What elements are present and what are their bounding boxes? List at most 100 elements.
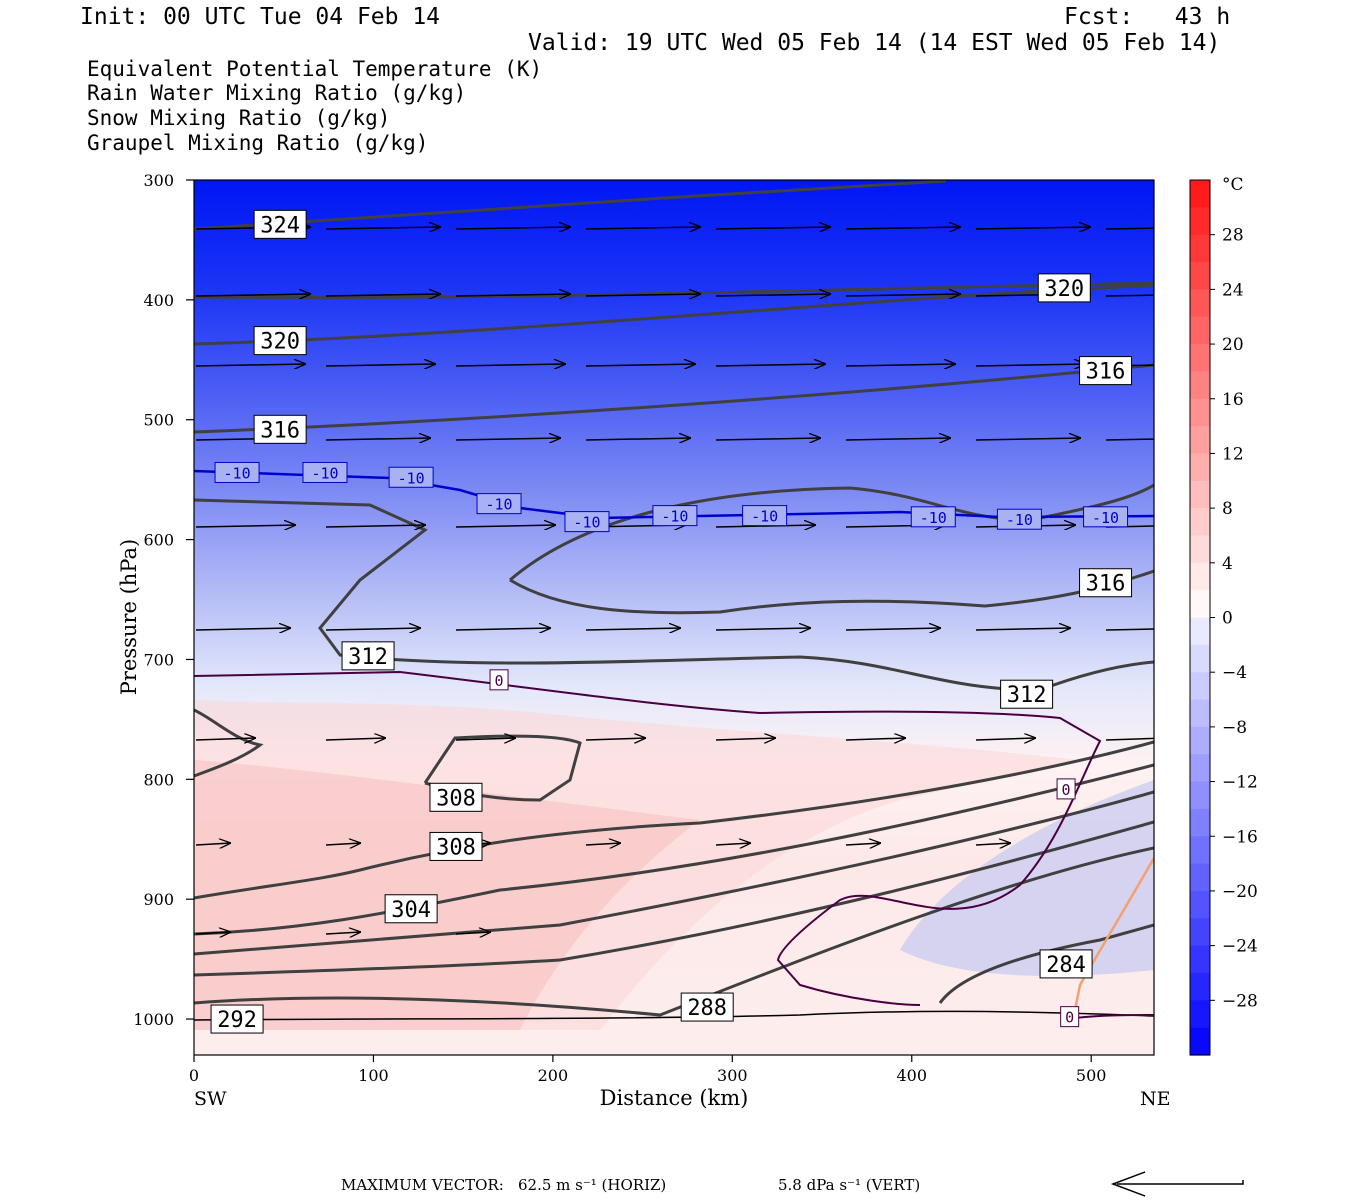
colorbar-swatch (1190, 836, 1210, 865)
colorbar-swatch (1190, 1027, 1210, 1056)
colorbar-swatch (1190, 808, 1210, 837)
theta-e-label: 316 (1086, 572, 1126, 597)
legend-rain: Rain Water Mixing Ratio (g/kg) (87, 81, 467, 105)
colorbar-tick-label: 8 (1222, 499, 1233, 519)
colorbar-tick-label: 0 (1222, 609, 1233, 629)
colorbar-swatch (1190, 672, 1210, 701)
y-tick-label: 600 (143, 531, 174, 550)
colorbar-swatch (1190, 344, 1210, 373)
isotherm-label-box (489, 669, 509, 691)
wind-arrow (195, 843, 231, 845)
surface-line (194, 1010, 1154, 1021)
wind-arrow (455, 525, 556, 527)
theta-e-contours (194, 180, 1154, 1017)
colorbar-swatch (1190, 562, 1210, 591)
wind-arrow (715, 738, 776, 740)
colorbar-tick-label: −16 (1222, 827, 1258, 847)
wind-arrow (845, 843, 881, 845)
x-tick-label: 500 (1076, 1066, 1107, 1085)
colorbar-tick-label: 20 (1222, 335, 1244, 355)
x-axis-label: Distance (km) (600, 1086, 749, 1110)
theta-e-label: 312 (348, 645, 388, 670)
wind-arrow (325, 525, 426, 527)
isotherm-label: -10 (224, 464, 251, 482)
theta-e-label-box (1037, 273, 1091, 303)
theta-e-label-box (429, 831, 483, 861)
isotherm-label-box (302, 461, 348, 483)
isotherm-0-surface (1074, 1014, 1154, 1019)
wind-arrow (975, 227, 1091, 229)
wind-arrow (195, 738, 256, 740)
colorbar-swatch (1190, 180, 1210, 208)
isotherm-label: -10 (398, 469, 425, 487)
footer-horiz: 62.5 m s⁻¹ (HORIZ) (518, 1176, 667, 1194)
y-tick-label: 300 (143, 171, 174, 190)
isotherm-label: -10 (1092, 509, 1119, 527)
wind-arrow (195, 294, 311, 296)
theta-e-label-box (253, 209, 307, 239)
colorbar-swatch (1190, 371, 1210, 400)
wind-arrow (325, 738, 386, 740)
y-tick-label: 800 (143, 770, 174, 789)
colorbar-tick-label: 12 (1222, 444, 1244, 464)
colorbar-tick-label: −20 (1222, 882, 1258, 902)
theta-e-label: 308 (436, 786, 476, 811)
wind-arrow (455, 628, 551, 630)
wind-arrow (585, 227, 701, 229)
theta-e-label: 312 (1007, 683, 1047, 708)
wind-arrow (455, 932, 491, 934)
wind-arrow (845, 738, 906, 740)
isotherm-labels: -10 -10 -10 -10 -10 -10 -10 -10 -10 -10 0 0 0 (214, 461, 1129, 1028)
colorbar-swatch (1190, 726, 1210, 755)
wind-arrow (455, 294, 571, 296)
wind-arrow (585, 628, 681, 630)
isotherm-label-box (1056, 778, 1076, 800)
wind-arrow (325, 628, 421, 630)
isotherm-label-box (1083, 506, 1129, 528)
isotherm-label-box (1060, 1006, 1080, 1028)
wind-arrow (195, 364, 306, 366)
wind-arrow (715, 438, 821, 440)
colorbar-swatch (1190, 972, 1210, 1001)
wind-arrow (325, 438, 431, 440)
wind-arrow (715, 227, 831, 229)
colorbar-swatch (1190, 535, 1210, 564)
isotherm-0 (194, 670, 1102, 1006)
colorbar: 28 24 20 16 12 8 4 0 −4 −8 −12 −16 −20 −24 −28 (1189, 179, 1258, 1056)
colorbar-swatch (1190, 754, 1210, 783)
wind-arrow (1105, 294, 1154, 297)
snow-contour (1073, 857, 1154, 1011)
colorbar-tick-label: −24 (1222, 937, 1258, 957)
wind-arrow (845, 294, 961, 296)
wind-arrow (975, 438, 1081, 440)
isotherm-label-box (910, 506, 956, 528)
wind-arrow (455, 227, 571, 229)
colorbar-swatch (1190, 918, 1210, 947)
isotherm-label: -10 (573, 514, 600, 532)
y-tick-label: 400 (143, 291, 174, 310)
theta-e-label-box (384, 894, 438, 924)
theta-e-labels: 324 320 320 316 316 316 312 312 308 308 304 284 288 2… (210, 209, 1133, 1034)
wind-arrow (585, 738, 646, 740)
footer-vert: 5.8 dPa s⁻¹ (VERT) (778, 1176, 921, 1194)
wind-arrow (1105, 438, 1154, 441)
wind-arrow (715, 843, 751, 845)
theta-e-label-box (253, 414, 307, 444)
legend-graupel: Graupel Mixing Ratio (g/kg) (87, 131, 429, 155)
colorbar-tick-label: 28 (1222, 226, 1244, 246)
isotherm-label-box (564, 511, 610, 533)
theta-e-label-box (253, 326, 307, 356)
y-axis: 300 400 500 600 700 800 900 1000 (133, 171, 194, 1029)
wind-arrow (585, 438, 691, 440)
init-time: Init: 00 UTC Tue 04 Feb 14 (80, 4, 441, 30)
colorbar-tick-label: 4 (1222, 554, 1233, 574)
theta-e-label-box (680, 992, 734, 1022)
colorbar-swatch (1190, 234, 1210, 263)
wind-arrow (195, 932, 231, 934)
wind-arrow (325, 932, 361, 934)
wind-arrow (975, 364, 1086, 366)
colorbar-swatch (1190, 207, 1210, 236)
isotherm-label-box (214, 461, 260, 483)
wind-arrow (195, 525, 296, 527)
isotherm-label-box (652, 505, 698, 527)
